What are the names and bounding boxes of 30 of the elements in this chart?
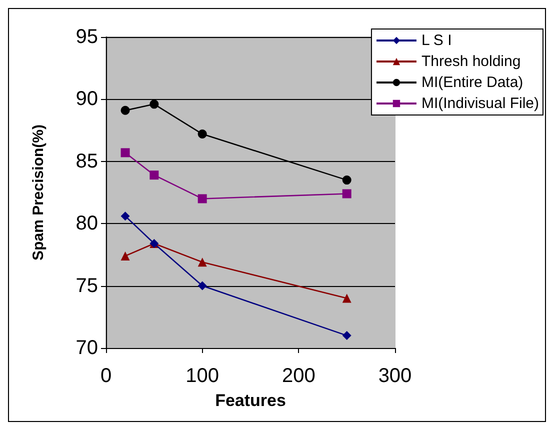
- point: [342, 294, 352, 303]
- point: [198, 258, 207, 267]
- y-tick-label: 85: [76, 150, 98, 172]
- point: [120, 251, 130, 260]
- x-tick-label: 300: [378, 365, 412, 387]
- y-tick-label: 70: [76, 337, 98, 359]
- x-tick-label: 100: [186, 365, 220, 387]
- legend-label: MI(Entire Data): [421, 74, 524, 91]
- point: [198, 130, 207, 139]
- point: [120, 212, 130, 221]
- point: [120, 106, 130, 115]
- point: [120, 148, 130, 158]
- point: [150, 100, 159, 109]
- point: [150, 170, 159, 180]
- x-axis-title: Features: [215, 391, 286, 410]
- legend-label: L S I: [421, 32, 452, 49]
- point: [198, 194, 207, 204]
- y-axis-title: Spam Precision(%): [30, 124, 47, 260]
- y-tick-label: 80: [76, 212, 98, 235]
- x-tick-label: 200: [282, 365, 316, 387]
- legend-label: MI(Indivisual File): [421, 95, 540, 112]
- point: [342, 176, 352, 185]
- x-tick-label: 0: [100, 365, 112, 387]
- point: [342, 189, 352, 198]
- y-tick-label: 90: [76, 88, 98, 110]
- y-tick-label: 75: [76, 274, 98, 297]
- point: [198, 281, 207, 290]
- legend-label: Thresh holding: [421, 53, 521, 70]
- point: [342, 331, 352, 340]
- y-tick-label: 95: [76, 26, 98, 48]
